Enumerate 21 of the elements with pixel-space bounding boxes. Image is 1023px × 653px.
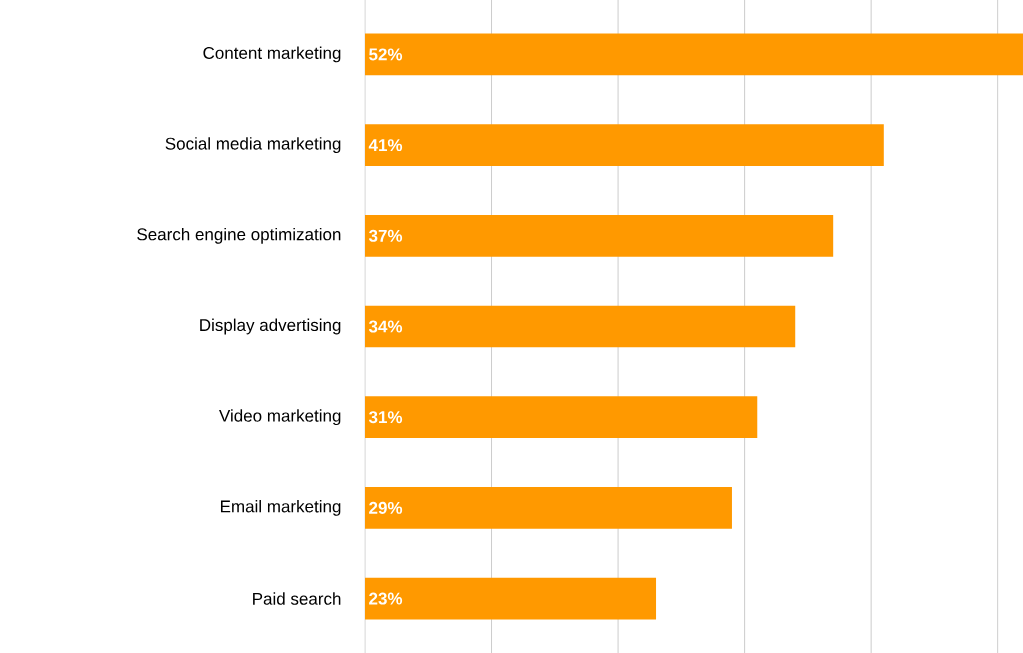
bar	[365, 487, 732, 529]
bar	[365, 33, 1023, 76]
y-tick-label: Search engine optimization	[137, 227, 341, 244]
y-tick-label: Email marketing	[221, 499, 341, 516]
y-tick-label: Display advertising	[200, 318, 341, 335]
data-label: 41%	[368, 139, 403, 152]
bar	[365, 305, 796, 348]
bar	[365, 577, 657, 620]
data-label: 34%	[368, 320, 403, 333]
data-label: 31%	[368, 411, 403, 424]
data-label: 52%	[369, 48, 403, 61]
bar	[365, 214, 834, 257]
y-tick-label: Content marketing	[203, 46, 341, 63]
data-label: 23%	[369, 592, 403, 605]
data-label: 37%	[368, 229, 403, 242]
y-tick-label: Social media marketing	[165, 137, 341, 154]
y-tick-label: Video marketing	[219, 409, 341, 426]
data-label: 29%	[369, 501, 403, 514]
bar	[365, 396, 758, 439]
bar	[365, 124, 884, 166]
y-tick-label: Paid search	[253, 592, 341, 605]
